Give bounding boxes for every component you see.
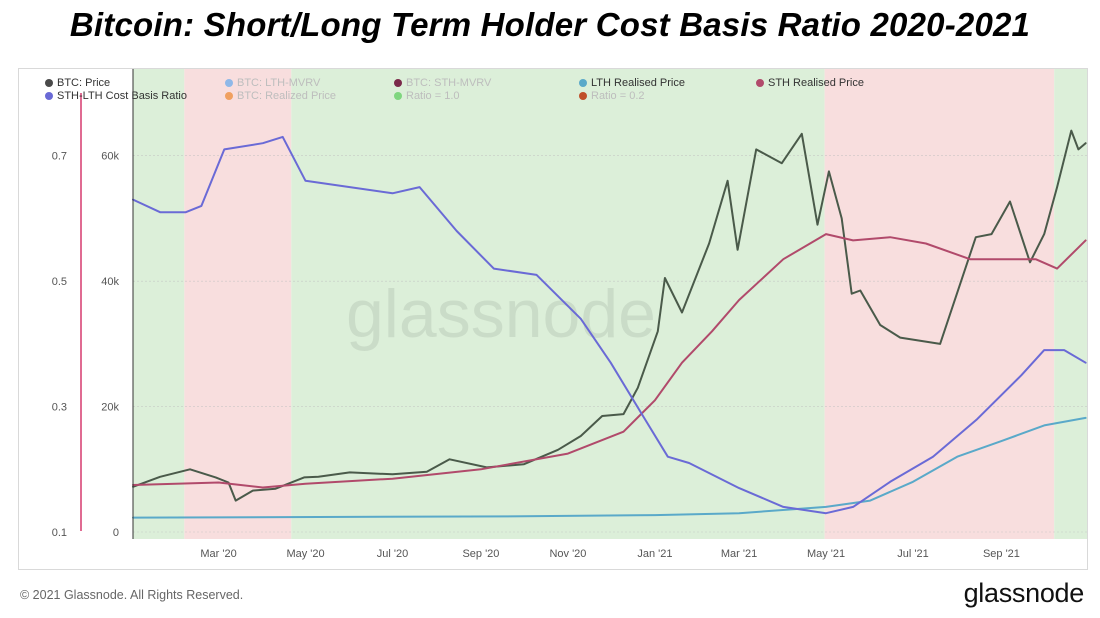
legend-item[interactable]: STH-LTH Cost Basis Ratio [45,90,187,102]
x-tick-label: Sep '20 [462,548,499,560]
legend-item[interactable]: Ratio = 1.0 [394,90,460,102]
legend-dot-icon [225,91,233,100]
chart-canvas: glassnode Mar '20 May '20 Jul '20 Sep '20 No… [52,69,1087,560]
y-ratio-tick-label: 0.5 [52,276,67,288]
legend-item[interactable]: BTC: STH-MVRV [394,77,491,89]
y-price-tick-label: 20k [101,402,119,414]
background-region-0 [133,69,185,539]
legend-item[interactable]: BTC: Realized Price [225,90,336,102]
x-tick-label: Mar '20 [200,548,236,560]
y-price-tick-label: 0 [113,527,119,539]
legend-dot-icon [45,91,53,100]
legend-item[interactable]: BTC: Price [45,77,110,89]
legend-label: Ratio = 0.2 [591,90,645,102]
legend-dot-icon [45,78,53,87]
page-title: Bitcoin: Short/Long Term Holder Cost Bas… [69,6,1031,43]
gridlines [133,155,1087,533]
y-price-tick-label: 40k [101,276,119,288]
legend-label: STH Realised Price [768,77,864,89]
legend-label: BTC: STH-MVRV [406,77,492,89]
legend-item[interactable]: LTH Realised Price [579,77,685,89]
watermark: glassnode [346,276,656,352]
y-ratio-tick-label: 0.7 [52,151,67,163]
legend-label: BTC: LTH-MVRV [237,77,321,89]
x-tick-label: May '21 [807,548,845,560]
glassnode-logo: glassnode [963,578,1085,608]
legend-label: Ratio = 1.0 [406,90,460,102]
x-tick-label: Jan '21 [637,548,672,560]
x-tick-label: Jul '21 [897,548,928,560]
series-line-1 [132,416,1087,519]
series-lines [132,129,1087,519]
legend-item[interactable]: BTC: LTH-MVRV [225,77,320,89]
copyright-text: © 2021 Glassnode. All Rights Reserved. [20,588,244,602]
y-ratio-tick-label: 0.1 [52,527,67,539]
x-tick-label: Nov '20 [549,548,586,560]
legend-dot-icon [394,78,402,87]
x-tick-label: Mar '21 [721,548,757,560]
legend-dot-icon [579,91,587,100]
legend-dot-icon [579,78,587,87]
series-line-0 [132,129,1087,502]
legend-item[interactable]: Ratio = 0.2 [579,90,645,102]
axis-labels: Mar '20 May '20 Jul '20 Sep '20 Nov '20 Jan '… [52,151,1020,560]
legend-label: BTC: Price [57,77,111,89]
legend-label: LTH Realised Price [591,77,685,89]
series-line-3 [132,135,1087,515]
background-region-4 [1054,69,1087,539]
y-ratio-tick-label: 0.3 [52,402,67,414]
y-price-tick-label: 60k [101,151,119,163]
legend-dot-icon [225,78,233,87]
x-tick-label: Sep '21 [983,548,1020,560]
chart-panel: glassnode Mar '20 May '20 Jul '20 Sep '20 No… [18,68,1088,570]
legend-label: BTC: Realized Price [237,90,337,102]
series-line-2 [132,233,1087,489]
legend-dot-icon [756,78,764,87]
legend-dot-icon [394,91,402,100]
legend-item[interactable]: STH Realised Price [756,77,864,89]
x-tick-label: May '20 [286,548,324,560]
background-region-3 [824,69,1055,539]
x-tick-label: Jul '20 [377,548,408,560]
legend-label: STH-LTH Cost Basis Ratio [57,90,187,102]
